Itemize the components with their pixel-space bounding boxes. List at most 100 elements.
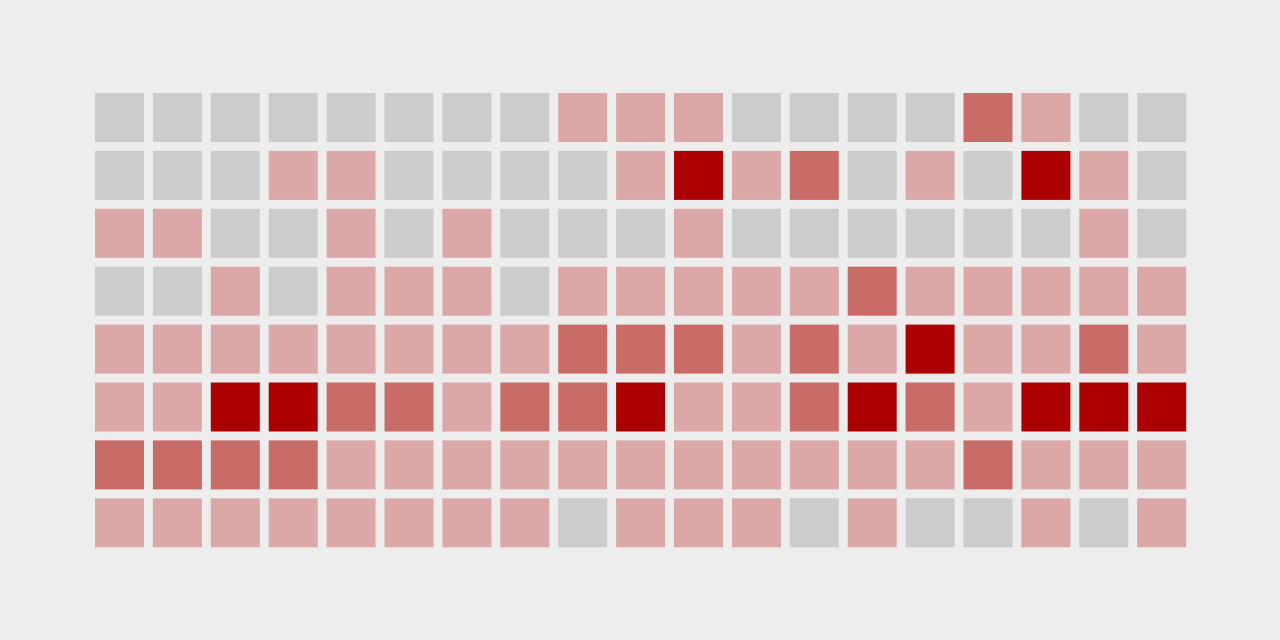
heatmap-cell-r7-c19 <box>1137 440 1187 490</box>
heatmap-cell-r5-c2 <box>152 324 202 374</box>
heatmap-cell-r2-c19 <box>1137 150 1187 200</box>
heatmap-cell-r6-c6 <box>384 382 434 432</box>
heatmap-cell-r7-c4 <box>268 440 318 490</box>
heatmap-cell-r2-c13 <box>789 150 839 200</box>
heatmap-cell-r3-c18 <box>1079 208 1129 258</box>
heatmap-cell-r1-c2 <box>152 93 202 142</box>
heatmap-cell-r8-c2 <box>152 498 202 548</box>
heatmap-cell-r3-c16 <box>963 208 1013 258</box>
heatmap-cell-r4-c16 <box>963 266 1013 316</box>
heatmap-cell-r7-c6 <box>384 440 434 490</box>
heatmap-cell-r4-c1 <box>95 266 144 316</box>
heatmap-cell-r4-c15 <box>905 266 955 316</box>
heatmap-cell-r3-c15 <box>905 208 955 258</box>
heatmap-cell-r1-c12 <box>731 93 781 142</box>
heatmap-cell-r2-c8 <box>500 150 550 200</box>
heatmap-cell-r8-c18 <box>1079 498 1129 548</box>
heatmap-cell-r6-c9 <box>558 382 608 432</box>
heatmap-cell-r8-c13 <box>789 498 839 548</box>
heatmap-cell-r6-c1 <box>95 382 144 432</box>
heatmap-cell-r1-c6 <box>384 93 434 142</box>
heatmap-cell-r4-c9 <box>558 266 608 316</box>
heatmap-cell-r6-c2 <box>152 382 202 432</box>
heatmap-cell-r8-c6 <box>384 498 434 548</box>
heatmap-cell-r7-c14 <box>847 440 897 490</box>
heatmap-cell-r2-c5 <box>326 150 376 200</box>
heatmap-cell-r1-c17 <box>1021 93 1071 142</box>
heatmap-cell-r2-c10 <box>616 150 666 200</box>
heatmap-cell-r7-c17 <box>1021 440 1071 490</box>
heatmap-cell-r1-c13 <box>789 93 839 142</box>
heatmap-cell-r7-c12 <box>731 440 781 490</box>
heatmap-cell-r6-c15 <box>905 382 955 432</box>
heatmap-cell-r6-c17 <box>1021 382 1071 432</box>
heatmap-cell-r3-c4 <box>268 208 318 258</box>
heatmap-cell-r7-c10 <box>616 440 666 490</box>
heatmap-cell-r6-c12 <box>731 382 781 432</box>
heatmap-cell-r3-c9 <box>558 208 608 258</box>
heatmap-cell-r8-c12 <box>731 498 781 548</box>
heatmap-cell-r4-c14 <box>847 266 897 316</box>
heatmap-cell-r5-c17 <box>1021 324 1071 374</box>
heatmap-cell-r6-c13 <box>789 382 839 432</box>
heatmap-cell-r7-c3 <box>210 440 260 490</box>
heatmap-cell-r2-c3 <box>210 150 260 200</box>
heatmap-cell-r2-c6 <box>384 150 434 200</box>
heatmap-cell-r8-c3 <box>210 498 260 548</box>
heatmap-cell-r1-c1 <box>95 93 144 142</box>
heatmap-cell-r5-c18 <box>1079 324 1129 374</box>
heatmap-cell-r7-c7 <box>442 440 492 490</box>
heatmap-cell-r2-c9 <box>558 150 608 200</box>
heatmap-cell-r7-c1 <box>95 440 144 490</box>
heatmap-cell-r1-c15 <box>905 93 955 142</box>
heatmap-cell-r5-c3 <box>210 324 260 374</box>
heatmap-cell-r4-c12 <box>731 266 781 316</box>
heatmap-cell-r4-c18 <box>1079 266 1129 316</box>
heatmap-cell-r6-c10 <box>616 382 666 432</box>
heatmap-cell-r2-c4 <box>268 150 318 200</box>
heatmap-cell-r3-c1 <box>95 208 144 258</box>
heatmap-cell-r4-c2 <box>152 266 202 316</box>
heatmap-cell-r8-c1 <box>95 498 144 548</box>
heatmap-cell-r7-c13 <box>789 440 839 490</box>
heatmap-cell-r6-c16 <box>963 382 1013 432</box>
heatmap-cell-r8-c11 <box>674 498 723 548</box>
heatmap-cell-r6-c19 <box>1137 382 1187 432</box>
heatmap-cell-r6-c3 <box>210 382 260 432</box>
heatmap-cell-r7-c11 <box>674 440 723 490</box>
heatmap-cell-r4-c13 <box>789 266 839 316</box>
heatmap-cell-r4-c17 <box>1021 266 1071 316</box>
heatmap-cell-r4-c7 <box>442 266 492 316</box>
heatmap-cell-r7-c2 <box>152 440 202 490</box>
heatmap-cell-r7-c18 <box>1079 440 1129 490</box>
heatmap-cell-r5-c13 <box>789 324 839 374</box>
heatmap-cell-r6-c8 <box>500 382 550 432</box>
heatmap-cell-r4-c11 <box>674 266 723 316</box>
heatmap-cell-r8-c15 <box>905 498 955 548</box>
heatmap-cell-r5-c9 <box>558 324 608 374</box>
heatmap-cell-r7-c16 <box>963 440 1013 490</box>
heatmap-cell-r8-c14 <box>847 498 897 548</box>
heatmap-cell-r8-c10 <box>616 498 666 548</box>
heatmap-cell-r7-c8 <box>500 440 550 490</box>
heatmap-cell-r4-c10 <box>616 266 666 316</box>
heatmap-cell-r3-c19 <box>1137 208 1187 258</box>
heatmap-cell-r5-c4 <box>268 324 318 374</box>
heatmap-cell-r8-c19 <box>1137 498 1187 548</box>
heatmap-cell-r3-c12 <box>731 208 781 258</box>
heatmap-cell-r8-c8 <box>500 498 550 548</box>
heatmap-cell-r6-c14 <box>847 382 897 432</box>
heatmap-cell-r8-c7 <box>442 498 492 548</box>
heatmap-cell-r5-c15 <box>905 324 955 374</box>
heatmap-cell-r1-c3 <box>210 93 260 142</box>
heatmap-cell-r2-c14 <box>847 150 897 200</box>
heatmap-cell-r6-c18 <box>1079 382 1129 432</box>
heatmap-cell-r1-c16 <box>963 93 1013 142</box>
heatmap-cell-r4-c4 <box>268 266 318 316</box>
heatmap-cell-r1-c7 <box>442 93 492 142</box>
heatmap-cell-r5-c16 <box>963 324 1013 374</box>
heatmap-cell-r2-c18 <box>1079 150 1129 200</box>
heatmap-cell-r8-c17 <box>1021 498 1071 548</box>
heatmap-cell-r3-c3 <box>210 208 260 258</box>
